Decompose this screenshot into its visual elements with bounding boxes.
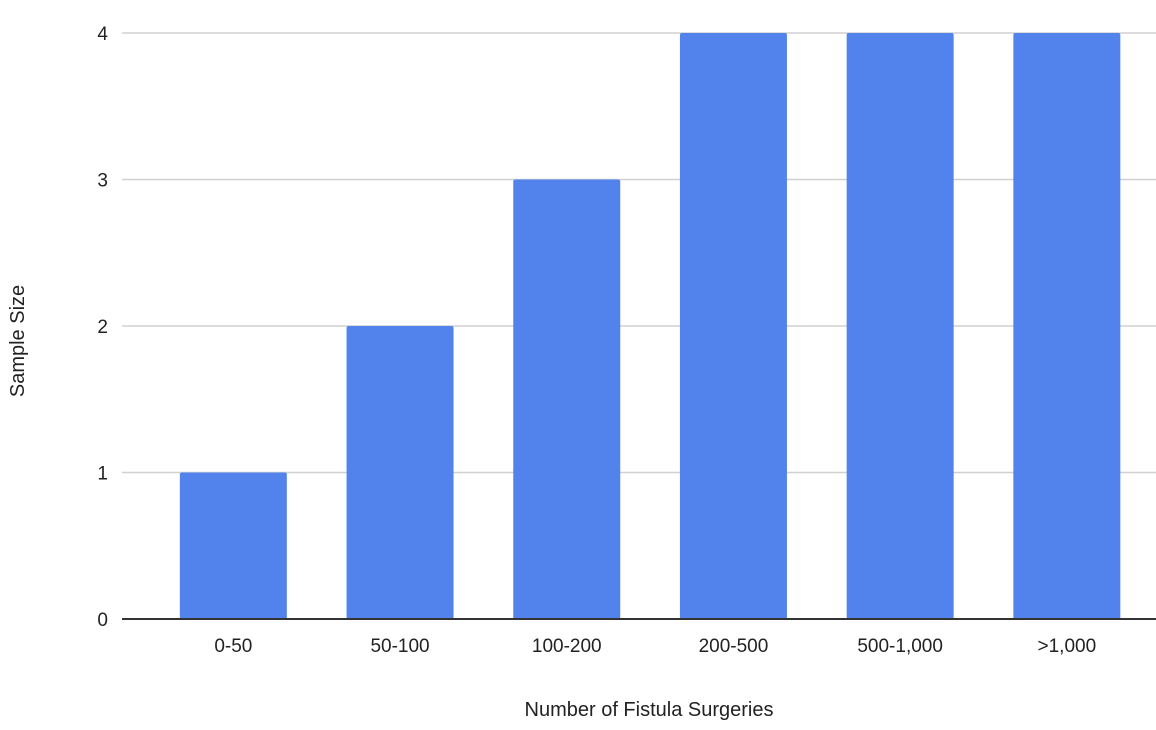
- y-tick-label: 3: [97, 171, 108, 192]
- x-tick-label: 200-500: [699, 636, 769, 657]
- y-tick-label: 4: [97, 24, 108, 45]
- bar: [679, 33, 787, 619]
- x-tick-labels: 0-50 50-100 100-200 200-500 500-1,000 >1,000: [214, 636, 1096, 657]
- x-tick-label: 500-1,000: [857, 636, 943, 657]
- x-axis-title: Number of Fistula Surgeries: [525, 699, 774, 721]
- y-tick-labels: 0 1 2 3 4: [97, 24, 108, 631]
- y-tick-label: 2: [97, 317, 108, 338]
- x-tick-label: >1,000: [1038, 636, 1097, 657]
- bar: [846, 33, 954, 619]
- gridlines: [122, 32, 1156, 474]
- x-tick-label: 100-200: [532, 636, 602, 657]
- bars: [179, 33, 1121, 619]
- bar: [513, 179, 621, 619]
- x-tick-label: 0-50: [214, 636, 252, 657]
- bar: [179, 472, 287, 619]
- x-tick-label: 50-100: [370, 636, 429, 657]
- y-tick-label: 0: [97, 610, 108, 631]
- y-axis-title: Sample Size: [7, 285, 29, 397]
- bar: [346, 326, 454, 619]
- bar: [1013, 33, 1121, 619]
- y-tick-label: 1: [97, 464, 108, 485]
